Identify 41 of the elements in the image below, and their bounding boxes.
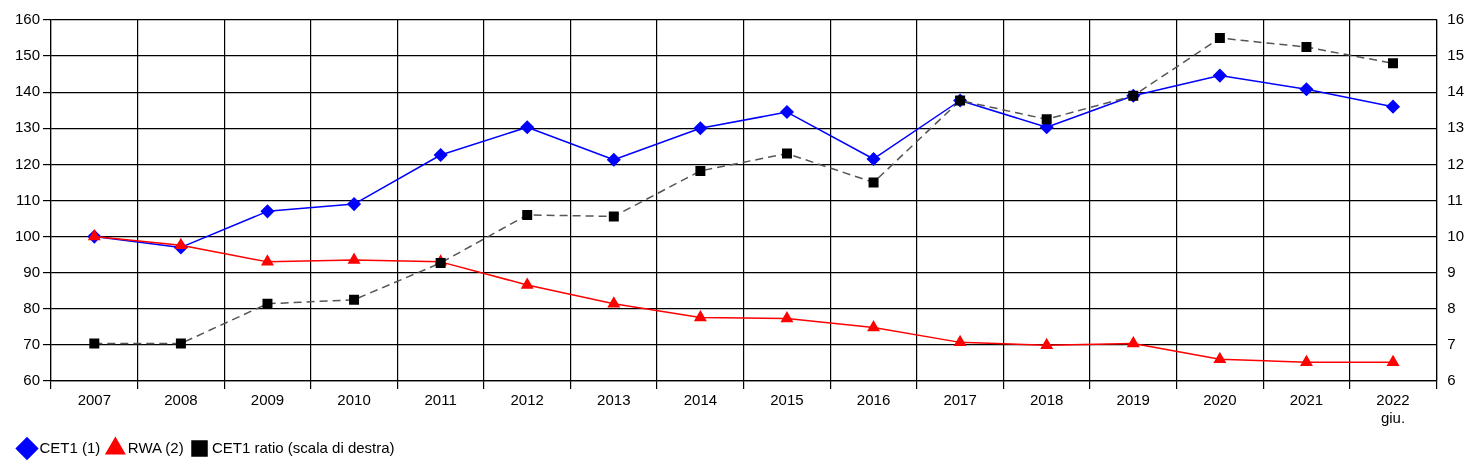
- y2-tick-label: 9: [1447, 262, 1456, 280]
- x-tick-label: 2019: [1116, 391, 1150, 409]
- x-tick-label: 2014: [683, 391, 718, 409]
- x-tick-label: 2010: [337, 391, 371, 409]
- y2-tick-label: 14: [1447, 82, 1464, 100]
- y-tick-label: 100: [15, 226, 41, 244]
- x-tick-label: 2008: [164, 391, 198, 409]
- y2-tick-label: 10: [1447, 226, 1464, 244]
- x-tick-label: 2012: [510, 391, 544, 409]
- x-tick-label: 2020: [1203, 391, 1237, 409]
- x-tick-label: 2009: [250, 391, 285, 409]
- y2-tick-label: 8: [1447, 298, 1456, 316]
- x-tick-label: 2015: [770, 391, 804, 409]
- y-tick-label: 70: [23, 335, 41, 353]
- y-tick-label: 90: [23, 262, 41, 280]
- y2-tick-label: 7: [1447, 335, 1456, 353]
- y2-tick-label: 16: [1447, 10, 1464, 28]
- y-tick-label: 150: [15, 46, 41, 64]
- y-tick-label: 120: [15, 154, 41, 172]
- y-tick-label: 160: [15, 10, 41, 28]
- y2-tick-label: 11: [1447, 190, 1463, 208]
- x-tick-label: 2011: [424, 391, 457, 409]
- y2-tick-label: 6: [1447, 371, 1456, 389]
- y2-tick-label: 15: [1447, 46, 1464, 64]
- x-tick-label: 2017: [943, 391, 977, 409]
- x-tick-label: 2021: [1289, 391, 1324, 409]
- legend-label: RWA (2): [127, 438, 184, 456]
- y2-tick-label: 12: [1447, 154, 1464, 172]
- x-tick-label: 2007: [77, 391, 111, 409]
- legend-label: CET1 ratio (scala di destra): [212, 438, 395, 456]
- legend-label: CET1 (1): [39, 438, 101, 456]
- y-tick-label: 130: [15, 118, 41, 136]
- x-tick-label: 2018: [1030, 391, 1064, 409]
- y-tick-label: 110: [16, 190, 41, 208]
- y2-tick-label: 13: [1447, 118, 1464, 136]
- x-tick-label: 2022 giu.: [1376, 391, 1410, 427]
- y-tick-label: 140: [15, 82, 41, 100]
- x-tick-label: 2013: [597, 391, 631, 409]
- x-tick-label: 2016: [856, 391, 891, 409]
- y-tick-label: 60: [23, 371, 41, 389]
- y-tick-label: 80: [23, 298, 41, 316]
